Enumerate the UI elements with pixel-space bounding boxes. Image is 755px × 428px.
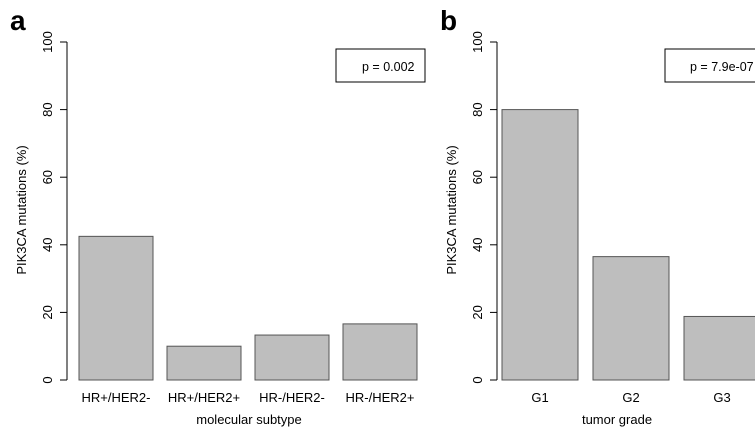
panel-a-letter: a xyxy=(10,5,26,36)
panel-a-bar-1 xyxy=(78,235,154,381)
panel-b: b PIK3CA mutations (%) tumor grade p = 7… xyxy=(440,5,755,427)
panel-a-x-tick-label-3: HR-/HER2- xyxy=(259,390,325,405)
panel-a-y-tick-label-80: 80 xyxy=(40,102,55,116)
panel-a-y-axis-title: PIK3CA mutations (%) xyxy=(14,145,29,274)
panel-b-x-tick-label-3: G3 xyxy=(713,390,730,405)
panel-b-y-tick-label-0: 0 xyxy=(470,376,485,383)
panel-b-x-axis-title: tumor grade xyxy=(582,412,652,427)
panel-a-y-axis: 0 20 40 60 80 100 xyxy=(40,31,68,384)
panel-b-y-axis: 0 20 40 60 80 100 xyxy=(470,31,498,384)
panel-b-y-tick-label-100: 100 xyxy=(470,31,485,53)
panel-a-x-axis-title: molecular subtype xyxy=(196,412,302,427)
panel-b-y-tick-label-40: 40 xyxy=(470,238,485,252)
panel-a: a PIK3CA mutations (%) molecular subtype… xyxy=(10,5,426,427)
panel-a-x-tick-labels: HR+/HER2- HR+/HER2+ HR-/HER2- HR-/HER2+ xyxy=(82,390,415,405)
panel-a-bars xyxy=(78,235,418,381)
panel-b-letter: b xyxy=(440,5,457,36)
panel-a-x-tick-label-1: HR+/HER2- xyxy=(82,390,151,405)
panel-a-bar-3 xyxy=(254,334,330,381)
panel-a-y-tick-label-100: 100 xyxy=(40,31,55,53)
panel-a-y-tick-label-20: 20 xyxy=(40,305,55,319)
panel-a-y-tick-label-0: 0 xyxy=(40,376,55,383)
panel-b-bar-3 xyxy=(683,315,755,381)
panel-b-p-value: p = 7.9e-07 xyxy=(690,60,754,74)
panel-a-p-value: p = 0.002 xyxy=(362,60,415,74)
panel-a-x-tick-label-4: HR-/HER2+ xyxy=(346,390,415,405)
panel-a-bar-2 xyxy=(166,345,242,381)
panel-b-y-tick-label-80: 80 xyxy=(470,102,485,116)
panel-b-x-tick-label-2: G2 xyxy=(622,390,639,405)
panel-b-bar-1 xyxy=(501,109,579,381)
panel-b-y-axis-title: PIK3CA mutations (%) xyxy=(444,145,459,274)
panel-a-bar-4 xyxy=(342,323,418,381)
panel-b-y-tick-label-20: 20 xyxy=(470,305,485,319)
panel-a-y-tick-label-60: 60 xyxy=(40,170,55,184)
panel-b-bar-2 xyxy=(592,256,670,381)
panel-b-annotation-frame xyxy=(664,48,755,83)
panel-b-x-tick-labels: G1 G2 G3 xyxy=(531,390,730,405)
panel-a-y-tick-label-40: 40 xyxy=(40,238,55,252)
panel-a-annotation-box: p = 0.002 xyxy=(335,48,426,83)
panel-b-x-tick-label-1: G1 xyxy=(531,390,548,405)
panel-a-annotation-frame xyxy=(335,48,426,83)
panel-b-bars xyxy=(501,109,755,381)
panel-b-y-tick-label-60: 60 xyxy=(470,170,485,184)
panel-b-annotation-box: p = 7.9e-07 xyxy=(664,48,755,83)
panel-a-x-tick-label-2: HR+/HER2+ xyxy=(168,390,240,405)
